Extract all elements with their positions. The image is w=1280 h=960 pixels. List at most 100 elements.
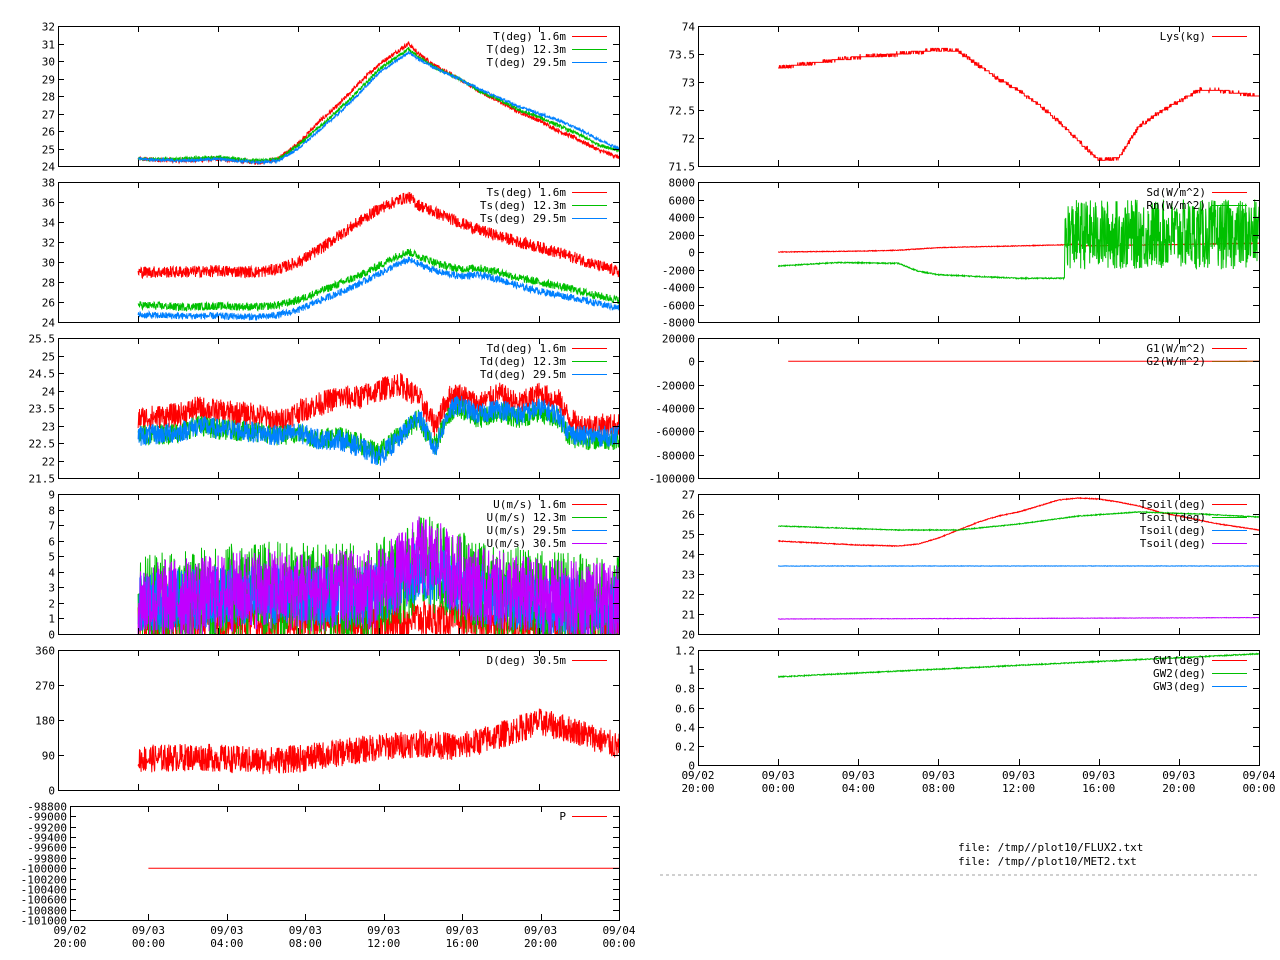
series-line-radiation-1	[778, 199, 1259, 281]
y-tick-label: 0	[688, 356, 695, 369]
y-tick-label: 28	[42, 91, 55, 104]
x-tick-time: 00:00	[132, 937, 165, 950]
y-tick-label: 1	[48, 613, 55, 626]
y-tick-label: 73	[682, 77, 695, 90]
y-tick-label: -99800	[27, 853, 67, 866]
y-tick-label: -99600	[27, 842, 67, 855]
y-tick-label: 25	[42, 144, 55, 157]
x-tick-time: 16:00	[446, 937, 479, 950]
y-tick-label: 180	[35, 715, 55, 728]
y-tick-label: 27	[682, 489, 695, 502]
y-tick-label: 0.4	[675, 722, 695, 735]
y-tick-label: 26	[682, 509, 695, 522]
y-tick-label: 3	[48, 582, 55, 595]
legend-label: P	[559, 810, 566, 823]
y-tick-label: 25.5	[29, 333, 56, 346]
chart-soil-heat-flux: -100000 -80000 -60000 -40000 -20000 0 20000 G1(…	[649, 333, 1260, 486]
plot-frame	[70, 806, 620, 921]
x-tick-date: 09/03	[289, 924, 322, 937]
x-tick-date: 09/03	[367, 924, 400, 937]
chart-pressure: -101000-100800-100600-100400-100200-1000…	[21, 801, 636, 951]
y-tick-label: 32	[42, 21, 55, 34]
y-tick-label: 34	[42, 217, 56, 230]
y-tick-label: 25	[42, 351, 55, 364]
y-tick-label: 4	[48, 567, 55, 580]
y-tick-label: 26	[42, 297, 55, 310]
series-line-soil-temp-3	[777, 616, 1259, 620]
y-tick-label: 25	[682, 529, 695, 542]
x-tick-date: 09/03	[1082, 769, 1115, 782]
y-tick-label: -8000	[662, 317, 695, 330]
y-tick-label: -100000	[649, 473, 695, 486]
y-tick-label: 0	[688, 247, 695, 260]
x-tick-time: 08:00	[922, 782, 955, 795]
x-tick-time: 00:00	[762, 782, 795, 795]
legend-label: T(deg) 1.6m	[493, 30, 566, 43]
y-tick-label: -100200	[21, 874, 67, 887]
y-tick-label: -40000	[655, 403, 695, 416]
y-tick-label: 22	[42, 456, 55, 469]
series-line-soil-water-1	[777, 652, 1259, 678]
y-tick-label: 23	[42, 421, 55, 434]
series-line-wind-dir-0	[137, 708, 619, 775]
legend-label: GW3(deg)	[1153, 680, 1206, 693]
y-tick-label: 24	[42, 386, 56, 399]
x-tick-date: 09/03	[762, 769, 795, 782]
y-tick-label: 36	[42, 197, 55, 210]
x-tick-time: 20:00	[524, 937, 557, 950]
y-tick-label: 24	[42, 161, 56, 174]
x-tick-date: 09/02	[681, 769, 714, 782]
y-tick-label: -99000	[27, 811, 67, 824]
y-tick-label: 0	[48, 629, 55, 642]
y-tick-label: 20	[682, 629, 695, 642]
y-tick-label: 28	[42, 277, 55, 290]
legend-label: T(deg) 12.3m	[487, 43, 567, 56]
y-tick-label: 26	[42, 126, 55, 139]
y-tick-label: 24	[682, 549, 696, 562]
y-tick-label: 90	[42, 750, 55, 763]
x-tick-date: 09/03	[1162, 769, 1195, 782]
legend-label: Td(deg) 1.6m	[487, 342, 567, 355]
x-tick-date: 09/03	[210, 924, 243, 937]
x-tick-date: 09/03	[1002, 769, 1035, 782]
y-tick-label: 72.5	[669, 105, 696, 118]
legend-label: U(m/s) 12.3m	[487, 511, 567, 524]
y-tick-label: 21	[682, 609, 695, 622]
x-tick-date: 09/03	[842, 769, 875, 782]
series-line-wind-speed-3	[137, 516, 619, 634]
y-tick-label: 2	[48, 598, 55, 611]
y-tick-label: 9	[48, 489, 55, 502]
y-tick-label: 1	[688, 664, 695, 677]
y-tick-label: 8000	[669, 177, 696, 190]
legend-label: Ts(deg) 29.5m	[480, 212, 566, 225]
legend-label: Ts(deg) 12.3m	[480, 199, 566, 212]
x-tick-date: 09/03	[132, 924, 165, 937]
legend-label: T(deg) 29.5m	[487, 56, 567, 69]
legend-label: Td(deg) 29.5m	[480, 368, 566, 381]
y-tick-label: 73.5	[669, 49, 696, 62]
series-line-lysimeter-0	[778, 47, 1259, 161]
y-tick-label: 72	[682, 133, 695, 146]
y-tick-label: 30	[42, 257, 55, 270]
y-tick-label: 74	[682, 21, 696, 34]
x-tick-time: 12:00	[367, 937, 400, 950]
y-tick-label: 38	[42, 177, 55, 190]
footer-file-met: file: /tmp//plot10/MET2.txt	[958, 855, 1137, 868]
y-tick-label: 22.5	[29, 438, 56, 451]
x-tick-date: 09/02	[53, 924, 86, 937]
legend-label: U(m/s) 29.5m	[487, 524, 567, 537]
y-tick-label: -98800	[27, 801, 67, 814]
y-tick-label: 30	[42, 56, 55, 69]
y-tick-label: -100000	[21, 863, 67, 876]
y-tick-label: 6000	[669, 195, 696, 208]
y-tick-label: 27	[42, 109, 55, 122]
chart-soil-temp: 2021222324252627Tsoil(deg)Tsoil(deg)Tsoi…	[682, 489, 1260, 642]
x-tick-time: 20:00	[1162, 782, 1195, 795]
y-tick-label: 22	[682, 589, 695, 602]
x-tick-time: 16:00	[1082, 782, 1115, 795]
y-tick-label: -2000	[662, 265, 695, 278]
plot-frame	[58, 182, 620, 323]
legend-label: GW1(deg)	[1153, 654, 1206, 667]
